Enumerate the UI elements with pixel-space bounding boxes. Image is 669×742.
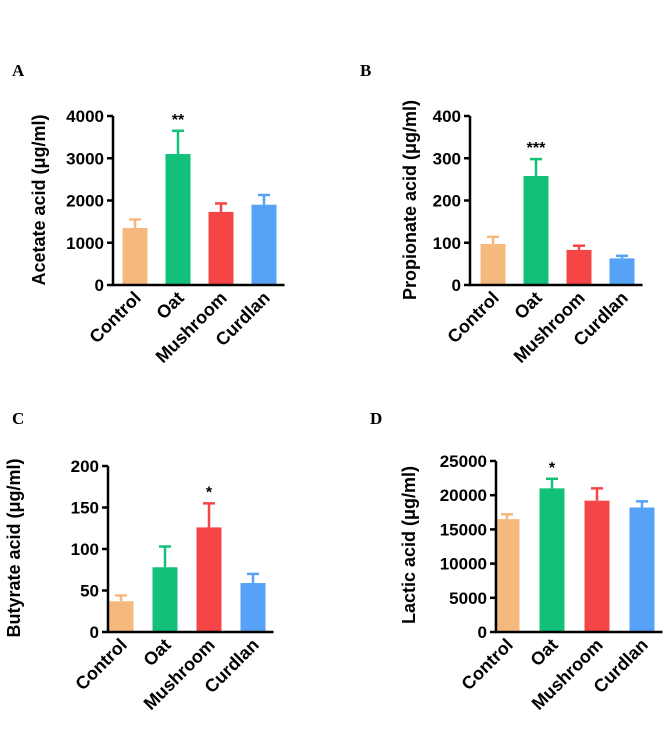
panel-b-y-tick-label: 100 — [433, 234, 461, 253]
panel-a-y-tick-label: 4000 — [66, 107, 104, 126]
panel-c-bar-curdlan — [240, 583, 266, 632]
panel-b-y-tick-label: 0 — [452, 276, 461, 295]
panel-d-y-tick-label: 25000 — [440, 452, 487, 471]
panel-d-bar-oat — [539, 488, 565, 632]
panel-b-bar-curdlan — [609, 258, 635, 285]
panel-a-bar-control — [122, 227, 148, 285]
panel-d-category-label: Control — [457, 635, 516, 694]
panel-b-y-tick-label: 400 — [433, 107, 461, 126]
panel-d-bar-control — [494, 519, 520, 632]
panel-b-bar-control — [480, 244, 506, 285]
panel-b-letter: B — [360, 61, 371, 80]
panel-a-y-tick-label: 1000 — [66, 234, 104, 253]
panel-a-bar-curdlan — [251, 204, 277, 285]
panel-a-y-label: Acetate acid (μg/ml) — [29, 114, 49, 285]
panel-c-bar-oat — [152, 567, 178, 632]
panel-a-y-tick-label: 3000 — [66, 149, 104, 168]
panel-d-y-tick-label: 0 — [478, 623, 487, 642]
panel-a: AControl**OatMushroomCurdlan010002000300… — [12, 61, 285, 367]
panel-a-category-label: Oat — [152, 288, 187, 323]
panel-d-letter: D — [370, 409, 382, 428]
panel-a-y-tick-label: 0 — [95, 276, 104, 295]
panel-d-y-tick-label: 15000 — [440, 520, 487, 539]
panel-c-y-tick-label: 100 — [71, 540, 99, 559]
panel-a-letter: A — [12, 61, 25, 80]
panel-a-bar-oat — [165, 154, 191, 285]
panel-b-y-tick-label: 200 — [433, 192, 461, 211]
panel-c-bar-control — [108, 601, 134, 632]
panel-c-y-tick-label: 0 — [90, 623, 99, 642]
panel-b-y-tick-label: 300 — [433, 149, 461, 168]
panel-a-y-tick-label: 2000 — [66, 192, 104, 211]
panel-b-bar-mushroom — [566, 249, 592, 285]
panel-c-y-label: Butyrate acid (μg/ml) — [4, 458, 24, 637]
panel-c-y-tick-label: 200 — [71, 457, 99, 476]
panel-a-bar-mushroom — [208, 211, 234, 285]
panel-d: DControl*OatMushroomCurdlan0500010000150… — [370, 409, 663, 714]
panel-d-y-tick-label: 10000 — [440, 555, 487, 574]
panel-c-bar-mushroom — [196, 527, 222, 632]
panel-d-bar-mushroom — [584, 500, 610, 632]
panel-c-y-tick-label: 50 — [80, 582, 99, 601]
panel-c-y-tick-label: 150 — [71, 499, 99, 518]
panel-b: BControl***OatMushroomCurdlan01002003004… — [360, 61, 643, 367]
panel-b-significance-oat: *** — [527, 140, 546, 157]
panel-d-y-tick-label: 20000 — [440, 486, 487, 505]
panel-d-y-label: Lactic acid (μg/ml) — [399, 466, 419, 624]
panel-b-category-label: Control — [443, 288, 502, 347]
panel-c-category-label: Oat — [139, 635, 174, 670]
panel-b-y-label: Propionate acid (μg/ml) — [400, 100, 420, 300]
panel-a-significance-oat: ** — [172, 112, 185, 129]
panel-b-bar-oat — [523, 175, 549, 285]
panel-a-category-label: Control — [85, 288, 144, 347]
panel-d-y-tick-label: 5000 — [449, 589, 487, 608]
panel-d-significance-oat: * — [549, 460, 556, 477]
panel-c-significance-mushroom: * — [206, 484, 213, 501]
panel-c-category-label: Control — [71, 635, 130, 694]
panel-d-category-label: Oat — [526, 635, 561, 670]
panel-d-bar-curdlan — [629, 507, 655, 632]
panel-c-letter: C — [12, 409, 24, 428]
panel-b-category-label: Oat — [510, 288, 545, 323]
